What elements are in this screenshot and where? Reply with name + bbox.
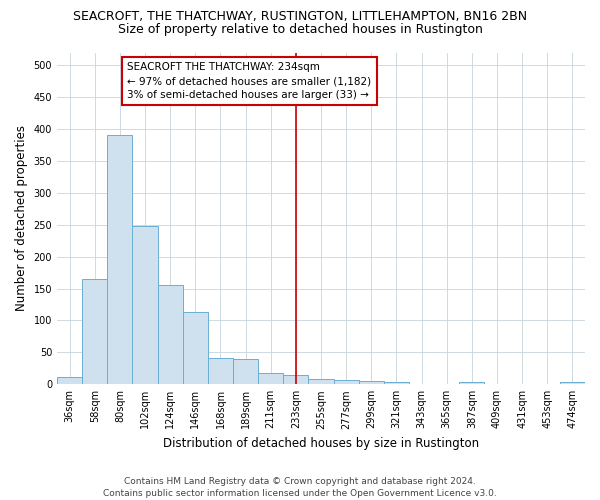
Bar bbox=[308, 378, 334, 384]
Bar bbox=[560, 382, 585, 384]
Bar bbox=[133, 226, 158, 384]
Bar bbox=[359, 381, 384, 384]
Text: SEACROFT THE THATCHWAY: 234sqm
← 97% of detached houses are smaller (1,182)
3% o: SEACROFT THE THATCHWAY: 234sqm ← 97% of … bbox=[127, 62, 371, 100]
Text: Contains HM Land Registry data © Crown copyright and database right 2024.
Contai: Contains HM Land Registry data © Crown c… bbox=[103, 476, 497, 498]
Bar bbox=[57, 378, 82, 384]
Text: SEACROFT, THE THATCHWAY, RUSTINGTON, LITTLEHAMPTON, BN16 2BN: SEACROFT, THE THATCHWAY, RUSTINGTON, LIT… bbox=[73, 10, 527, 23]
X-axis label: Distribution of detached houses by size in Rustington: Distribution of detached houses by size … bbox=[163, 437, 479, 450]
Bar bbox=[233, 359, 258, 384]
Bar bbox=[107, 136, 133, 384]
Text: Size of property relative to detached houses in Rustington: Size of property relative to detached ho… bbox=[118, 22, 482, 36]
Bar bbox=[208, 358, 233, 384]
Bar bbox=[459, 382, 484, 384]
Y-axis label: Number of detached properties: Number of detached properties bbox=[15, 126, 28, 312]
Bar bbox=[258, 374, 283, 384]
Bar bbox=[384, 382, 409, 384]
Bar bbox=[183, 312, 208, 384]
Bar bbox=[283, 376, 308, 384]
Bar bbox=[158, 286, 183, 384]
Bar bbox=[82, 279, 107, 384]
Bar bbox=[334, 380, 359, 384]
